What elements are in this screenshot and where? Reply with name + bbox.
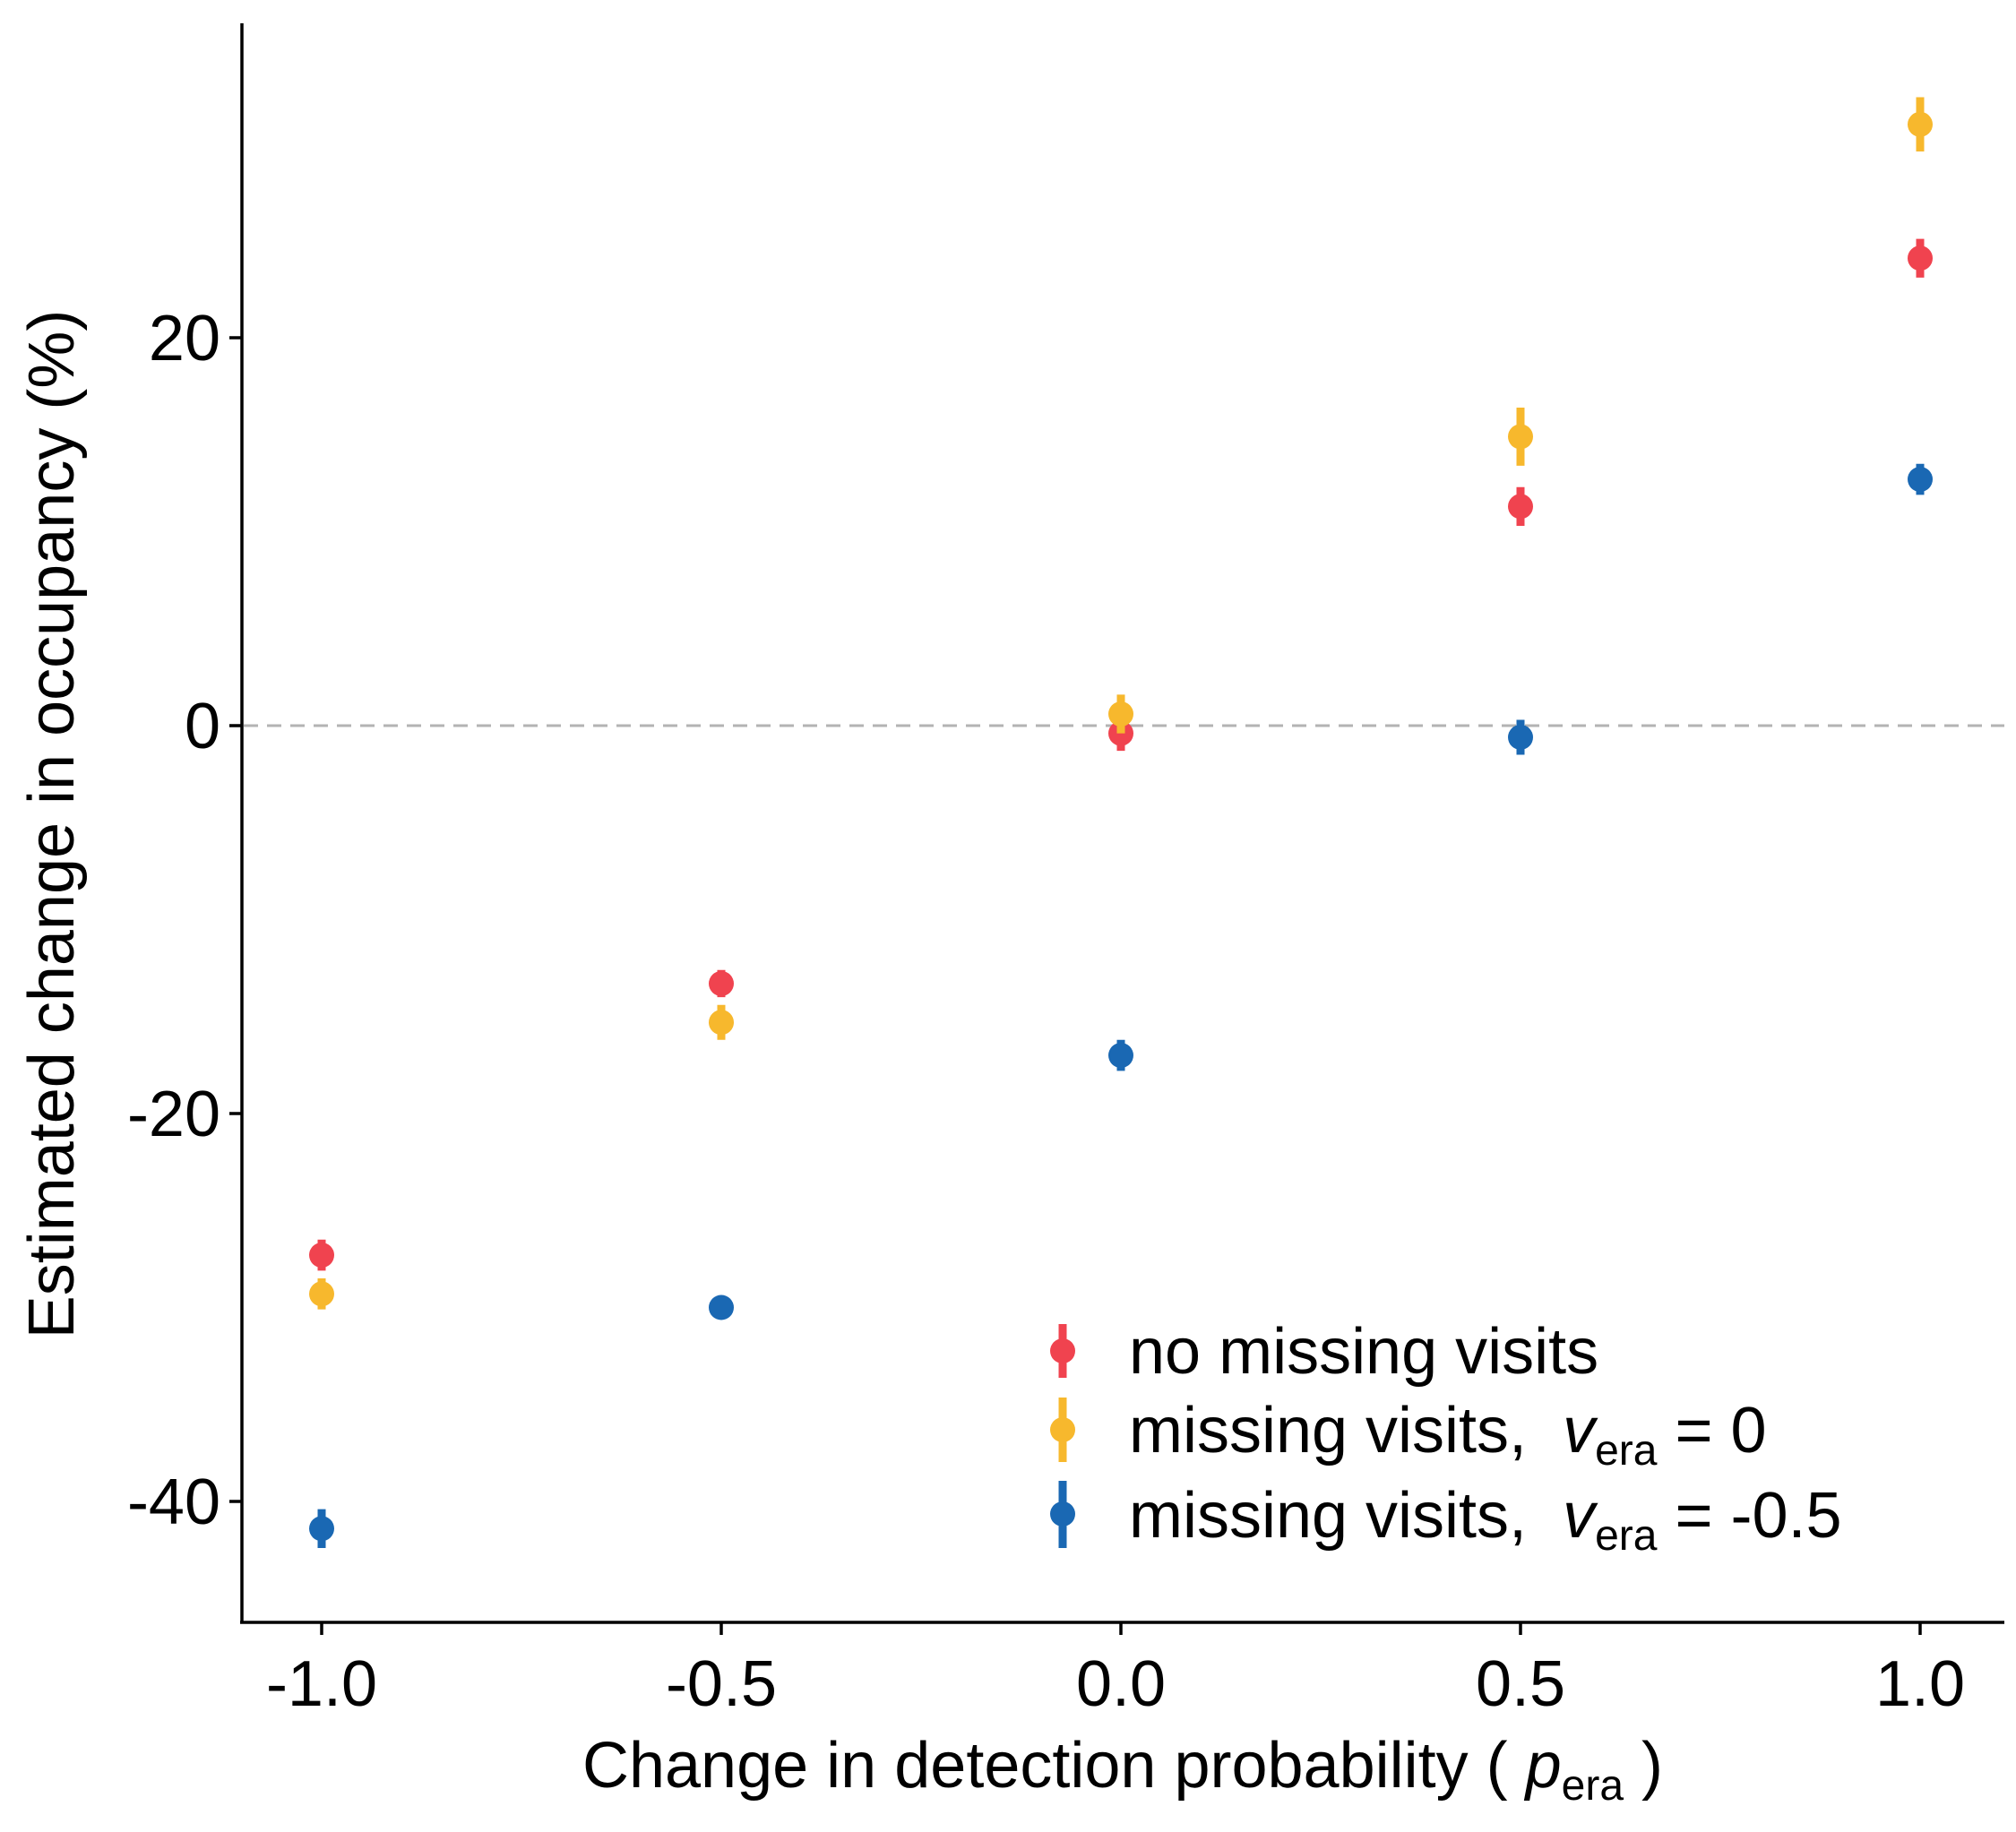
data-point: [309, 1281, 334, 1307]
legend-label-1: missing visits, vera = 0: [1129, 1395, 1767, 1475]
legend-label-0-text: no missing visits: [1129, 1316, 1598, 1388]
legend: no missing visits missing visits, vera =…: [1050, 1316, 1842, 1560]
legend-label-1-var: v: [1563, 1395, 1598, 1466]
data-point: [1908, 111, 1933, 137]
data-point: [1508, 724, 1533, 750]
data-point: [309, 1516, 334, 1542]
y-tick-label: 0: [185, 691, 220, 762]
data-point: [1508, 424, 1533, 450]
x-tick-label: -1.0: [266, 1648, 377, 1720]
legend-marker-2: [1050, 1501, 1075, 1527]
y-ticks: -40 -20 0 20: [127, 303, 242, 1538]
legend-label-2-text: missing visits,: [1129, 1480, 1563, 1552]
legend-label-1-sub: era: [1595, 1427, 1658, 1475]
y-tick-label: 20: [149, 303, 220, 374]
data-point: [1108, 701, 1133, 727]
legend-label-2-tail: = -0.5: [1657, 1480, 1841, 1552]
data-point: [709, 1010, 734, 1036]
data-points: [309, 97, 1933, 1548]
x-axis-title-sub: era: [1562, 1762, 1624, 1810]
series-0: [309, 238, 1933, 1271]
data-point: [1508, 494, 1533, 520]
legend-item-1: missing visits, vera = 0: [1050, 1395, 1767, 1475]
legend-marker-1: [1050, 1417, 1075, 1442]
data-point: [309, 1243, 334, 1269]
y-tick-label: -40: [127, 1466, 220, 1538]
x-axis-title-text: Change in detection probability (: [582, 1730, 1526, 1802]
series-2: [309, 463, 1933, 1548]
series-1: [309, 97, 1933, 1310]
legend-label-2-sub: era: [1595, 1512, 1658, 1560]
axes: [240, 23, 2004, 1624]
x-tick-label: 0.0: [1076, 1648, 1166, 1720]
data-point: [1108, 1043, 1133, 1069]
y-axis-title: Estimated change in occupancy (%): [16, 310, 88, 1339]
legend-label-2: missing visits, vera = -0.5: [1129, 1480, 1842, 1560]
legend-label-1-tail: = 0: [1657, 1395, 1766, 1466]
legend-item-0: no missing visits: [1050, 1316, 1598, 1388]
x-tick-label: -0.5: [666, 1648, 777, 1720]
legend-label-2-var: v: [1563, 1480, 1598, 1552]
x-tick-label: 0.5: [1476, 1648, 1565, 1720]
data-point: [1908, 245, 1933, 271]
data-point: [709, 1294, 734, 1320]
x-axis-title-var: p: [1524, 1730, 1562, 1802]
legend-marker-0: [1050, 1338, 1075, 1363]
y-tick-label: -20: [127, 1079, 220, 1150]
x-axis-title-close: ): [1624, 1730, 1663, 1802]
data-point: [709, 970, 734, 996]
data-point: [1908, 467, 1933, 493]
x-ticks: -1.0 -0.5 0.0 0.5 1.0: [266, 1622, 1965, 1720]
legend-item-2: missing visits, vera = -0.5: [1050, 1480, 1842, 1560]
legend-label-1-text: missing visits,: [1129, 1395, 1563, 1466]
x-axis-title: Change in detection probability ( pera ): [582, 1730, 1663, 1810]
x-tick-label: 1.0: [1875, 1648, 1965, 1720]
legend-label-0: no missing visits: [1129, 1316, 1598, 1388]
